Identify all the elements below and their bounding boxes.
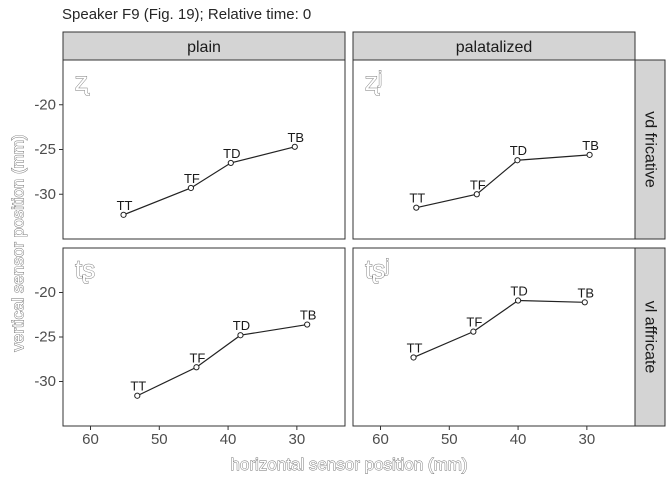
data-point xyxy=(187,184,195,192)
data-point xyxy=(514,157,521,164)
panel-symbol: tʂ xyxy=(75,254,95,284)
facet-strip-row xyxy=(634,247,666,427)
y-tick-label: -30 xyxy=(34,186,56,203)
point-label: TT xyxy=(409,191,425,206)
point-label: TF xyxy=(184,171,200,186)
y-tick-label: -20 xyxy=(34,96,56,113)
point-label: TF xyxy=(466,315,482,330)
y-tick-label: -30 xyxy=(34,373,56,390)
y-tick-label: -25 xyxy=(34,141,56,158)
series-line xyxy=(413,299,585,359)
point-label: TF xyxy=(470,177,486,192)
series-line xyxy=(416,154,590,209)
data-point xyxy=(413,204,420,211)
data-point xyxy=(304,321,311,328)
point-label: TB xyxy=(300,308,317,323)
data-point xyxy=(120,211,127,218)
panel-frame xyxy=(62,247,346,427)
point-label: TT xyxy=(130,379,146,394)
y-tick-label: -20 xyxy=(34,284,56,301)
point-label: TT xyxy=(117,198,133,213)
data-point xyxy=(227,159,234,167)
facet-strip-label: palatalized xyxy=(456,39,533,56)
data-point xyxy=(470,328,477,335)
x-tick-label: 40 xyxy=(220,431,237,448)
point-label: TF xyxy=(189,350,205,365)
x-tick-label: 60 xyxy=(372,431,389,448)
data-point xyxy=(581,299,588,306)
panel-frame xyxy=(352,247,636,427)
point-label: TT xyxy=(407,340,423,355)
data-point xyxy=(237,332,244,339)
facet-strip-label: plain xyxy=(187,39,221,56)
facet-strip-label: vl affricate xyxy=(642,301,659,374)
point-label: TD xyxy=(233,318,250,333)
point-label: TB xyxy=(582,138,599,153)
y-axis-title: vertical sensor position (mm) xyxy=(9,134,28,351)
y-tick-label: -25 xyxy=(34,329,56,346)
point-label: TD xyxy=(510,143,527,158)
point-label: TD xyxy=(510,284,527,299)
facet-strip-column xyxy=(62,31,346,61)
data-point xyxy=(410,354,417,361)
x-tick-label: 50 xyxy=(441,431,458,448)
panel-frame xyxy=(62,59,346,240)
series-line xyxy=(123,146,295,216)
point-label: TB xyxy=(577,285,594,300)
data-point xyxy=(291,143,298,150)
panel-symbol: ʐ xyxy=(75,66,90,96)
point-label: TD xyxy=(223,146,240,161)
x-tick-label: 30 xyxy=(579,431,596,448)
x-axis-title: horizontal sensor position (mm) xyxy=(230,455,467,474)
data-point xyxy=(134,392,141,399)
panel-frame xyxy=(352,59,636,240)
x-tick-label: 40 xyxy=(510,431,527,448)
x-tick-label: 60 xyxy=(82,431,99,448)
x-tick-label: 50 xyxy=(151,431,168,448)
x-tick-label: 30 xyxy=(289,431,306,448)
data-point xyxy=(586,151,593,158)
series-line xyxy=(137,323,308,397)
facet-strip-label: vd fricative xyxy=(642,111,659,188)
panel-symbol: ʐʲ xyxy=(365,66,382,96)
panel-symbol: tʂʲ xyxy=(365,254,389,284)
data-point xyxy=(514,297,522,304)
data-point xyxy=(473,191,480,198)
data-point xyxy=(193,364,200,371)
chart-title: Speaker F9 (Fig. 19); Relative time: 0 xyxy=(62,6,312,23)
point-label: TB xyxy=(287,130,304,145)
